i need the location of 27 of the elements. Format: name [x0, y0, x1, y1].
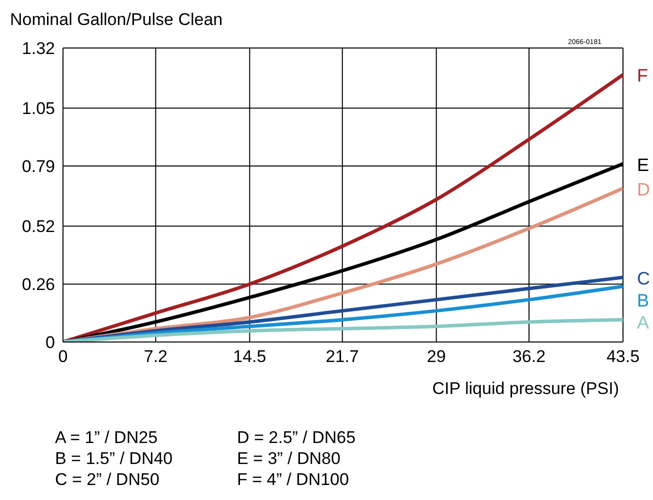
text: B = 1.5” / DN40	[55, 449, 174, 470]
x-tick-label: 43.5	[606, 347, 640, 366]
x-tick-label: 7.2	[144, 347, 168, 366]
series-label: A	[637, 312, 650, 332]
x-axis-title: CIP liquid pressure (PSI)	[432, 379, 619, 398]
text: A = 1” / DN25	[55, 428, 159, 449]
x-tick-label: 29	[426, 347, 446, 366]
text: C = 2” / DN50	[55, 470, 160, 491]
series-label: B	[637, 290, 650, 310]
series-label: E	[637, 154, 650, 175]
text: F = 4” / DN100	[237, 470, 350, 491]
y-tick-label: 0.26	[22, 275, 55, 294]
y-tick-label: 1.32	[22, 39, 55, 58]
text: E = 3” / DN80	[237, 449, 342, 470]
y-tick-label: 0	[46, 333, 55, 352]
series-label: C	[637, 268, 650, 288]
y-tick-label: 1.05	[22, 99, 55, 118]
x-tick-label: 36.2	[512, 347, 546, 366]
series-label: D	[637, 179, 650, 200]
y-tick-label: 0.79	[22, 157, 55, 176]
x-tick-label: 21.7	[326, 347, 359, 366]
x-tick-label: 0	[58, 347, 68, 366]
y-axis-title: Nominal Gallon/Pulse Clean	[10, 10, 223, 30]
text: D = 2.5” / DN65	[237, 428, 357, 449]
x-tick-label: 14.5	[233, 347, 266, 366]
series-label: F	[637, 66, 648, 86]
y-tick-label: 0.52	[22, 217, 55, 236]
